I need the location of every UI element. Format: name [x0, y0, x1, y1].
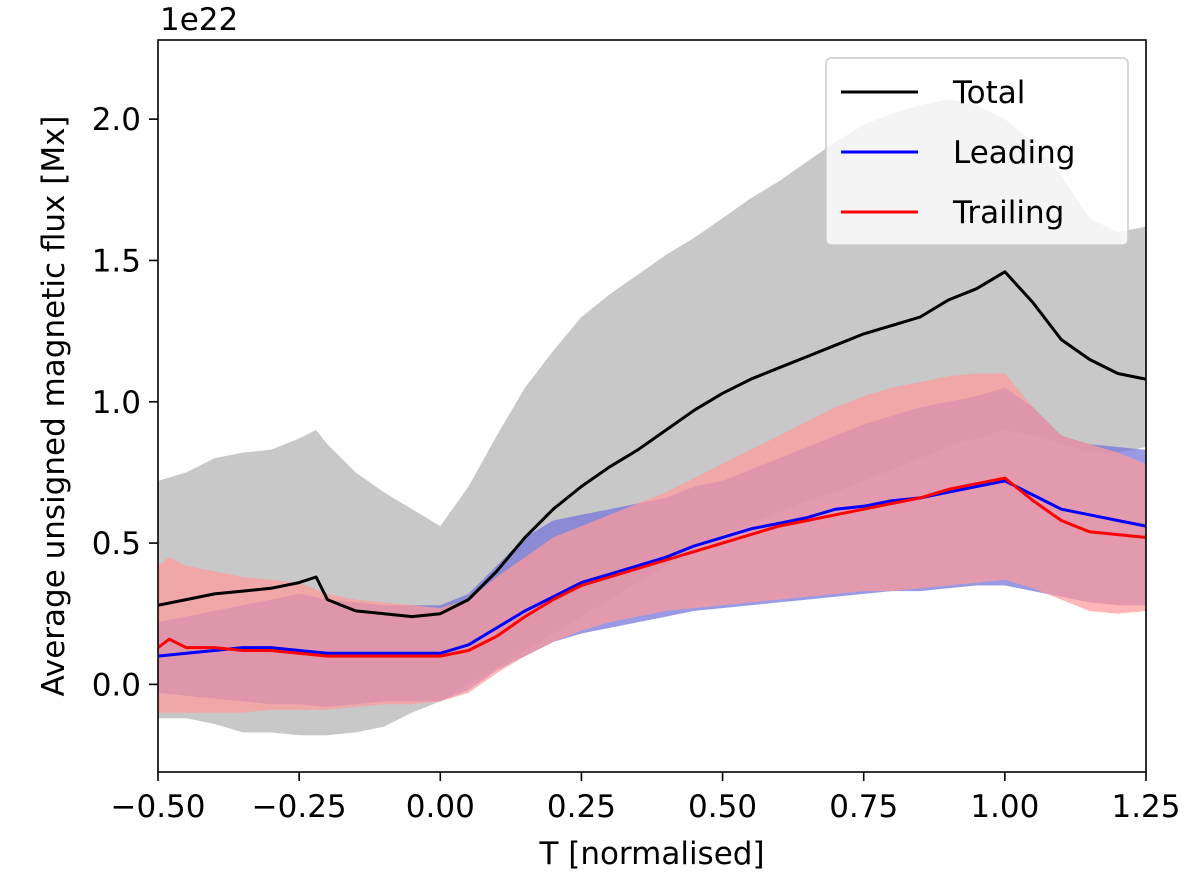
- legend: Total Leading Trailing: [825, 57, 1129, 246]
- x-tick-label: 1.00: [970, 789, 1039, 825]
- x-tick-label: 0.25: [547, 789, 616, 825]
- y-tick-label: 0.0: [92, 667, 141, 703]
- legend-box: [825, 57, 1129, 246]
- x-tick-label: 0.50: [688, 789, 757, 825]
- x-tick-label: 0.75: [829, 789, 898, 825]
- line-layer: [158, 270, 1146, 658]
- band-layer: [158, 99, 1146, 736]
- x-tick-label: 0.00: [406, 789, 475, 825]
- band-total: [158, 99, 1146, 736]
- y-tick-label: 1.0: [92, 385, 141, 421]
- x-tick-label: −0.50: [111, 789, 206, 825]
- series-line-total: [158, 270, 1146, 619]
- x-axis: −0.50 −0.25 0.00 0.25 0.50 0.75 1.00 1.25: [111, 772, 1181, 825]
- y-offset-label: 1e22: [160, 2, 238, 38]
- y-tick-label: 2.0: [92, 102, 141, 138]
- y-axis-label: Average unsigned magnetic flux [Mx]: [36, 115, 72, 696]
- y-tick-label: 0.5: [92, 526, 141, 562]
- x-axis-label: T [normalised]: [538, 836, 764, 872]
- series-line-leading: [158, 479, 1146, 658]
- legend-label-trailing: Trailing: [952, 195, 1064, 231]
- series-line-trailing: [158, 476, 1146, 658]
- y-axis: 0.0 0.5 1.0 1.5 2.0: [92, 102, 158, 703]
- y-tick-label: 1.5: [92, 243, 141, 279]
- x-tick-label: −0.25: [252, 789, 347, 825]
- plot-frame: [157, 39, 1147, 773]
- band-trailing: [158, 373, 1146, 713]
- legend-label-total: Total: [952, 75, 1025, 111]
- legend-label-leading: Leading: [953, 135, 1075, 171]
- x-tick-label: 1.25: [1111, 789, 1180, 825]
